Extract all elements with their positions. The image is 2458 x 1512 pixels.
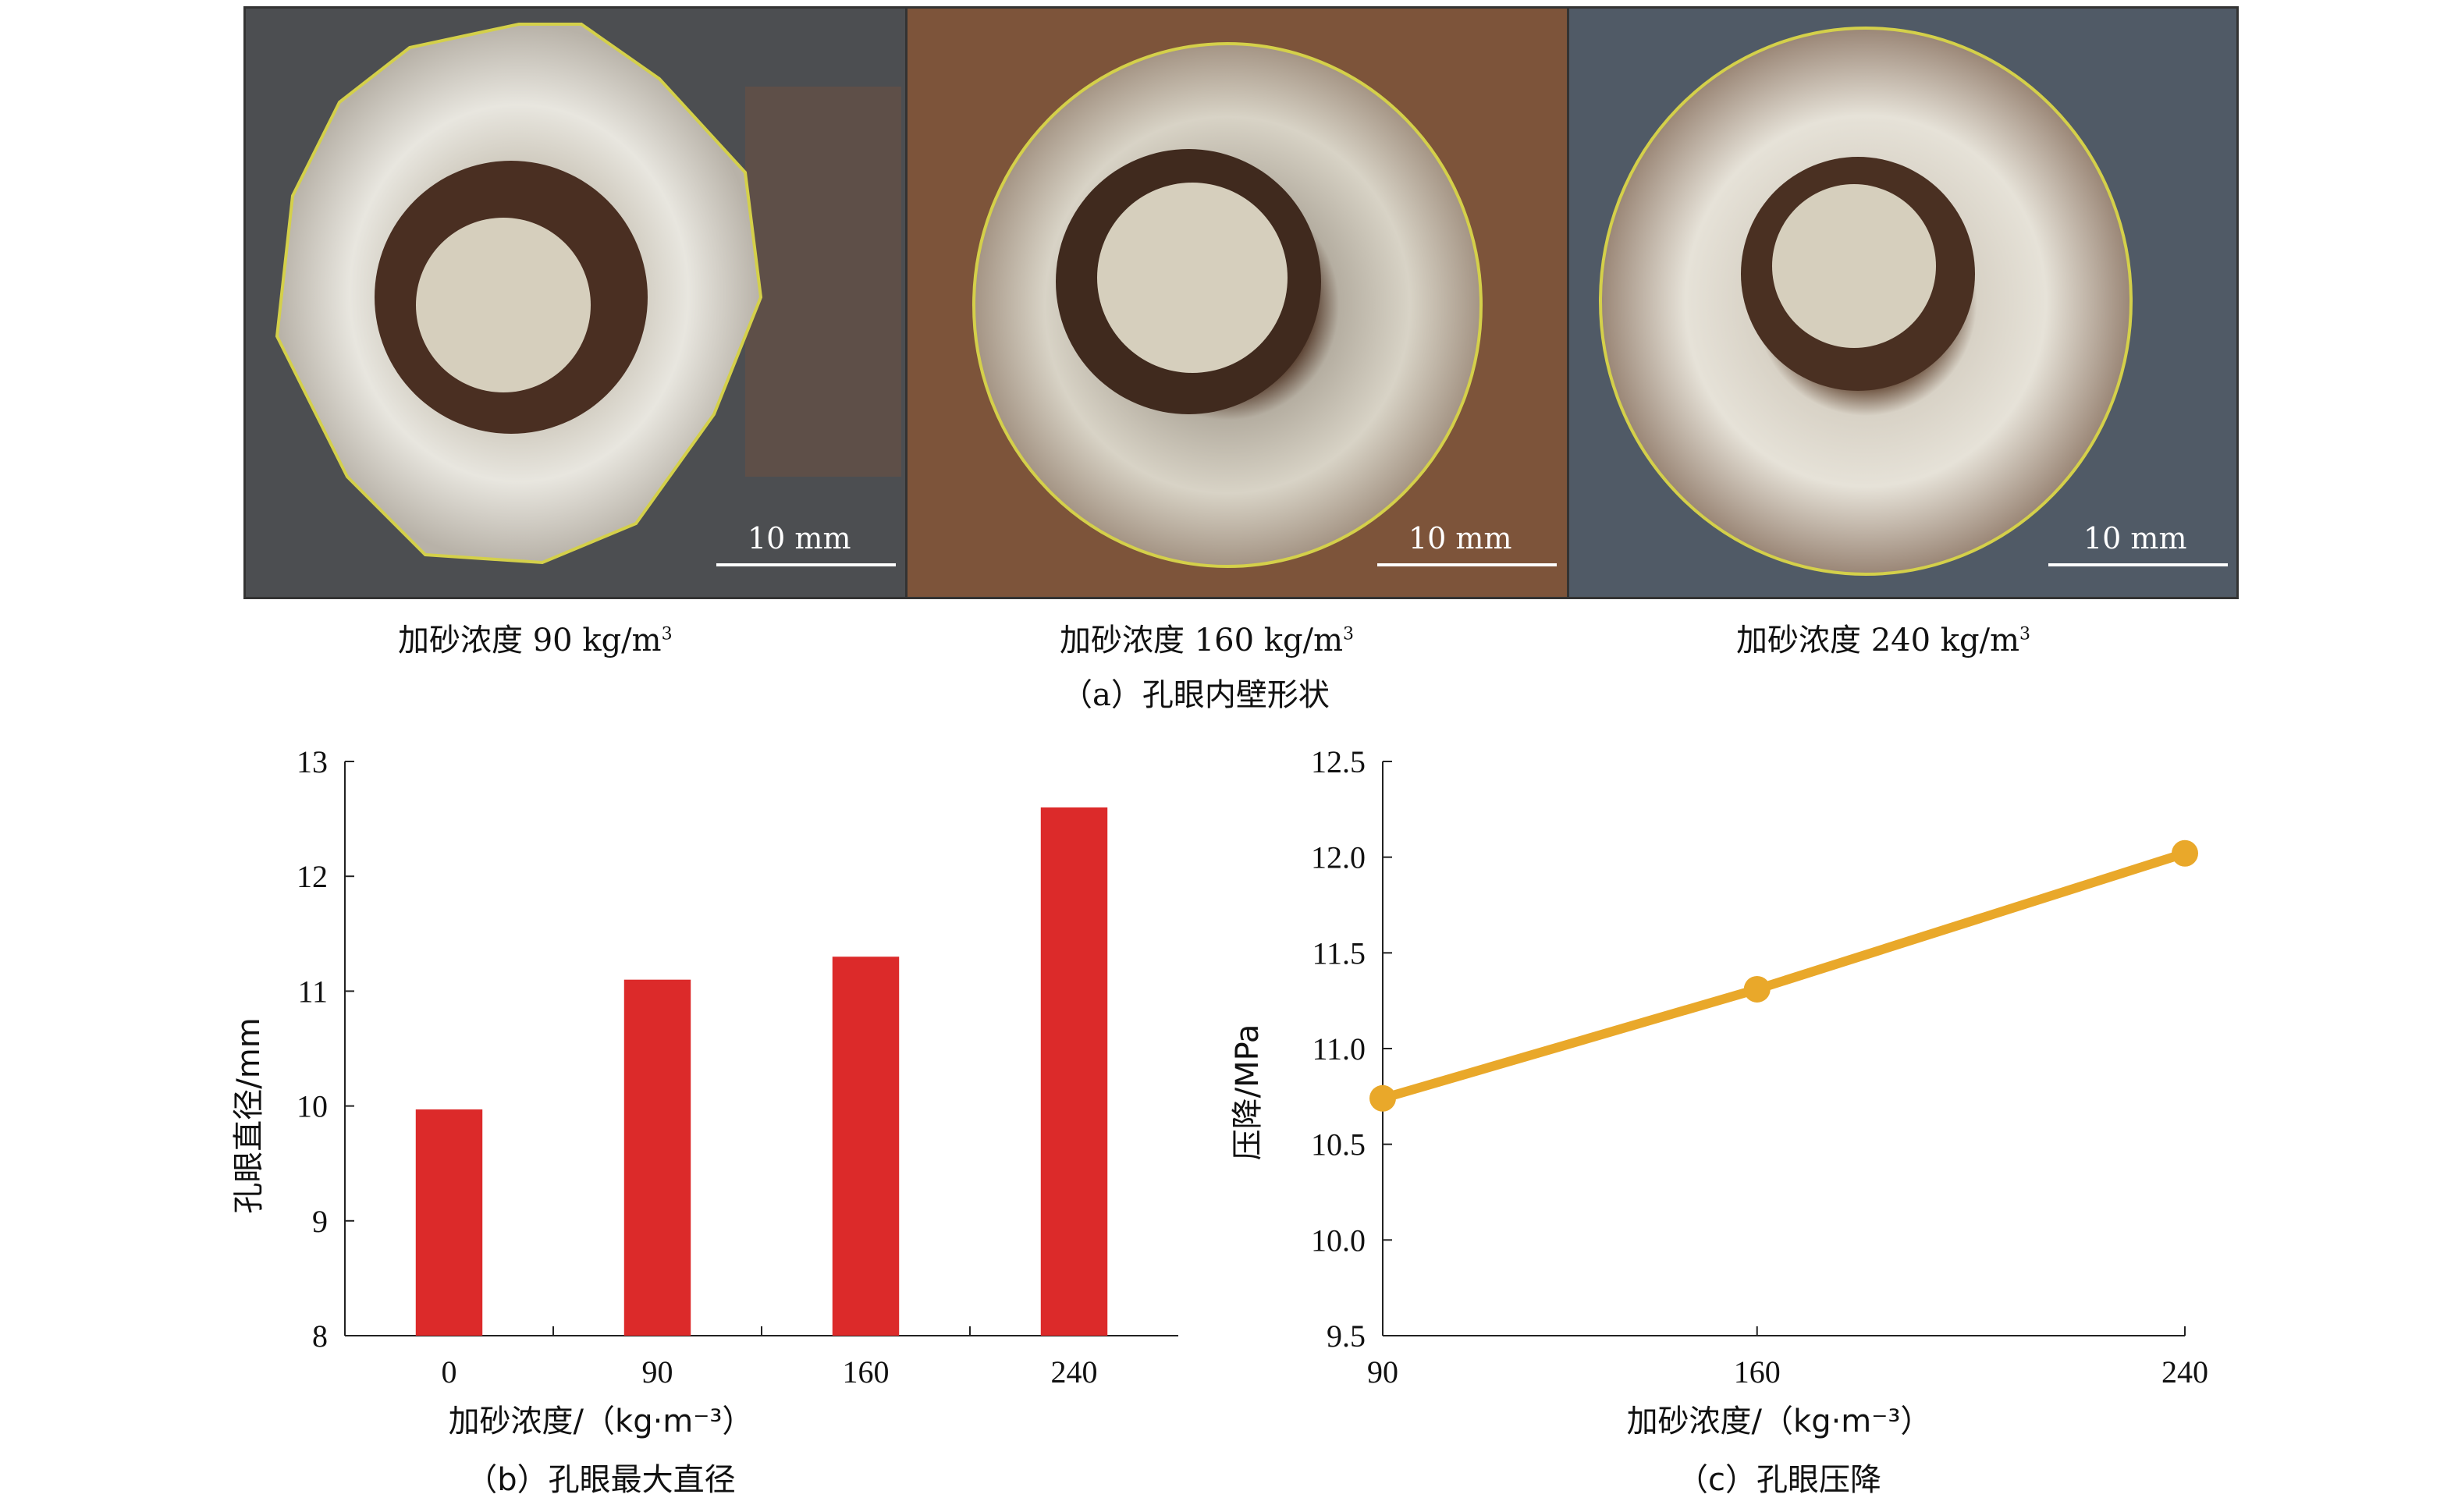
b-bar-240 <box>1040 807 1108 1336</box>
b-y-tick-label: 12 <box>297 859 328 894</box>
scale-bar-240 <box>2048 563 2228 566</box>
b-x-tick-label: 90 <box>642 1354 673 1390</box>
scale-label-240: 10 mm <box>2083 521 2187 555</box>
c-caption: （c）孔眼压降 <box>1677 1462 1881 1498</box>
c-y-tick-label: 11.5 <box>1312 935 1366 971</box>
photo-240 <box>1567 6 2239 599</box>
bar-chart-hole-diameter: 8 9 10 11 12 13 0 90 160 240 加砂浓度/（kg·m⁻³） 孔眼直径/m… <box>231 744 1178 1498</box>
c-y-tick-label: 12.5 <box>1311 744 1366 779</box>
c-x-axis-title: 加砂浓度/（kg·m⁻³） <box>1627 1404 1932 1439</box>
b-y-tick-label: 8 <box>312 1319 328 1354</box>
b-y-tick-label: 9 <box>312 1204 328 1239</box>
b-x-axis-title: 加砂浓度/（kg·m⁻³） <box>449 1404 754 1439</box>
c-x-tick-label: 240 <box>2161 1354 2208 1390</box>
b-caption: （b）孔眼最大直径 <box>466 1462 735 1498</box>
c-point-160 <box>1743 975 1771 1003</box>
c-series-line <box>1381 849 2186 1103</box>
c-x-tick-label: 90 <box>1367 1354 1398 1390</box>
photo-90 <box>243 6 908 599</box>
scale-label-90: 10 mm <box>748 521 851 555</box>
c-y-tick-label: 10.0 <box>1311 1223 1366 1258</box>
scale-label-160: 10 mm <box>1408 521 1512 555</box>
b-bar-0 <box>415 1109 483 1336</box>
c-point-90 <box>1369 1084 1396 1112</box>
line-chart-pressure-drop: 9.5 10.0 10.5 11.0 11.5 12.0 12.5 90 160 240 加砂浓度… <box>1230 744 2208 1498</box>
b-x-tick-label: 0 <box>442 1354 457 1390</box>
b-bar-160 <box>832 957 900 1336</box>
scale-bar-90 <box>716 563 896 566</box>
photo-caption-240: 加砂浓度 240 kg/m3 <box>1736 623 2031 658</box>
c-y-axis-title: 压降/MPa <box>1230 1024 1266 1161</box>
b-y-axis-title: 孔眼直径/mm <box>231 1017 267 1213</box>
c-x-tick-label: 160 <box>1734 1354 1781 1390</box>
b-x-tick-label: 240 <box>1051 1354 1098 1390</box>
c-y-tick-label: 11.0 <box>1312 1031 1366 1067</box>
b-y-tick-label: 11 <box>297 974 328 1009</box>
photo-160 <box>905 6 1569 599</box>
photo-caption-160: 加砂浓度 160 kg/m3 <box>1060 623 1355 658</box>
scale-bar-160 <box>1377 563 1557 566</box>
c-y-tick-label: 12.0 <box>1311 840 1366 875</box>
panel-a-caption: （a）孔眼内壁形状 <box>1061 677 1330 713</box>
photo-caption-90: 加砂浓度 90 kg/m3 <box>398 623 673 658</box>
b-x-tick-label: 160 <box>843 1354 890 1390</box>
c-point-240 <box>2172 839 2198 867</box>
c-y-tick-label: 9.5 <box>1327 1319 1366 1354</box>
b-bar-90 <box>623 979 691 1336</box>
b-y-tick-label: 10 <box>297 1089 328 1124</box>
b-y-tick-label: 13 <box>297 744 328 779</box>
c-y-tick-label: 10.5 <box>1311 1127 1366 1162</box>
